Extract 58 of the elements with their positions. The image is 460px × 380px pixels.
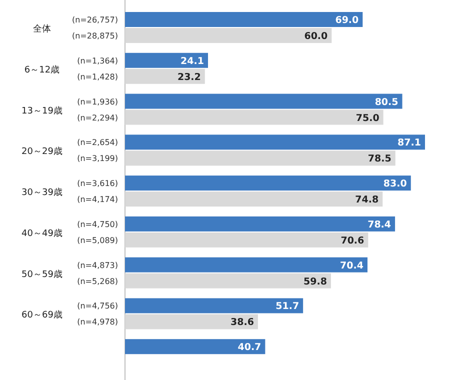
- bar: [125, 52, 208, 68]
- bar: [125, 339, 266, 354]
- y-tick-label: 13～19歳: [22, 105, 62, 116]
- y-tick-label: 20～29歳: [22, 146, 62, 158]
- text: (n=4,750): [77, 220, 118, 229]
- y-tick-label: 6～12歳: [24, 64, 60, 76]
- data-label: 70.6: [340, 235, 365, 246]
- bar: [125, 68, 205, 84]
- bar: [125, 314, 258, 330]
- bar: [125, 150, 396, 166]
- data-label: 40.7: [238, 342, 262, 354]
- text: (n=1,428): [77, 72, 118, 82]
- text: (n=2,654): [77, 138, 118, 148]
- data-label: 78.4: [368, 219, 392, 230]
- bar: [125, 176, 411, 191]
- data-label: 80.5: [374, 96, 398, 108]
- y-tick-label: 全体: [33, 24, 51, 34]
- bar: [125, 110, 384, 125]
- y-tick-label: 50～59歳: [22, 268, 62, 280]
- y-tick-label: 40～49歳: [22, 228, 62, 239]
- data-label: 24.1: [180, 56, 204, 67]
- bar: [125, 28, 332, 43]
- text: (n=4,174): [77, 195, 118, 204]
- text: (n=3,199): [77, 154, 118, 164]
- bar: [125, 257, 368, 272]
- data-label: 69.0: [335, 15, 360, 26]
- data-label: 87.1: [398, 138, 421, 149]
- text: (n=1,936): [77, 97, 118, 106]
- text: (n=26,757): [72, 16, 118, 24]
- bar: [125, 12, 363, 27]
- text: (n=5,089): [77, 236, 118, 245]
- bar: [125, 216, 396, 232]
- text: (n=1,364): [77, 56, 118, 66]
- text: (n=5,268): [77, 276, 118, 286]
- bar: [125, 134, 425, 150]
- bar: [125, 232, 368, 248]
- data-label: 78.5: [368, 154, 392, 165]
- text: (n=4,756): [77, 302, 118, 311]
- data-label: 51.7: [276, 301, 300, 312]
- data-label: 74.8: [355, 194, 380, 206]
- text: (n=4,873): [77, 260, 118, 270]
- bar: [125, 298, 304, 314]
- data-label: 75.0: [356, 112, 380, 124]
- data-label: 60.0: [304, 31, 328, 42]
- data-label: 23.2: [177, 72, 201, 83]
- data-label: 38.6: [230, 317, 254, 328]
- bar: [125, 192, 383, 207]
- data-label: 70.4: [340, 260, 364, 272]
- text: (n=28,875): [72, 32, 118, 40]
- y-tick-label: 30～39歳: [22, 187, 62, 198]
- text: (n=2,294): [77, 113, 118, 122]
- data-label: 59.8: [304, 276, 328, 288]
- text: (n=3,616): [77, 179, 118, 188]
- data-label: 83.0: [383, 178, 408, 190]
- text: (n=4,978): [77, 318, 118, 327]
- y-tick-label: 60～69歳: [22, 310, 62, 321]
- bar: [125, 273, 331, 288]
- bar: [125, 94, 402, 109]
